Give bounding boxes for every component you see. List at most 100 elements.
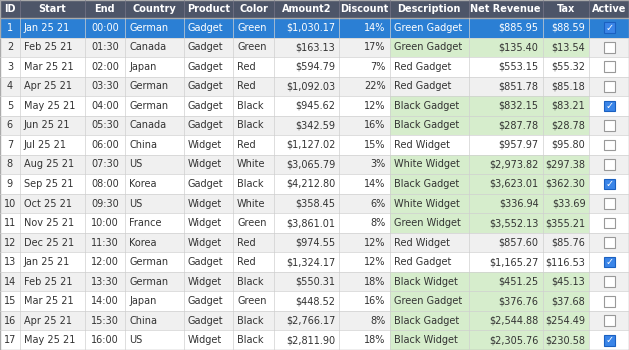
Bar bbox=[543, 330, 589, 350]
Text: Red Gadget: Red Gadget bbox=[394, 257, 451, 267]
Text: $885.95: $885.95 bbox=[499, 23, 538, 33]
Text: Red: Red bbox=[237, 257, 255, 267]
Text: 14:00: 14:00 bbox=[91, 296, 119, 306]
Text: Mar 25 21: Mar 25 21 bbox=[24, 62, 74, 72]
Text: $550.31: $550.31 bbox=[295, 276, 335, 287]
Text: Product: Product bbox=[187, 4, 230, 14]
Bar bbox=[0, 57, 629, 77]
Text: 7: 7 bbox=[7, 140, 13, 150]
Text: Apr 25 21: Apr 25 21 bbox=[24, 316, 72, 326]
Text: 6: 6 bbox=[7, 120, 13, 131]
Bar bbox=[469, 174, 543, 194]
Text: German: German bbox=[129, 101, 168, 111]
Text: End: End bbox=[94, 4, 115, 14]
Text: Green Gadget: Green Gadget bbox=[394, 296, 462, 306]
Text: Green Gadget: Green Gadget bbox=[394, 23, 462, 33]
Text: Korea: Korea bbox=[129, 179, 157, 189]
Text: White Widget: White Widget bbox=[394, 160, 460, 169]
Text: Description: Description bbox=[398, 4, 461, 14]
Bar bbox=[0, 37, 629, 57]
Text: $3,861.01: $3,861.01 bbox=[286, 218, 335, 228]
Text: Start: Start bbox=[38, 4, 66, 14]
Bar bbox=[0, 311, 629, 330]
Text: China: China bbox=[129, 140, 157, 150]
Text: 15: 15 bbox=[4, 296, 16, 306]
Text: 06:00: 06:00 bbox=[91, 140, 119, 150]
Text: US: US bbox=[129, 198, 142, 209]
Text: Green: Green bbox=[237, 296, 267, 306]
Text: Jul 25 21: Jul 25 21 bbox=[24, 140, 67, 150]
Bar bbox=[389, 37, 469, 57]
Text: Red Gadget: Red Gadget bbox=[394, 62, 451, 72]
Text: 4: 4 bbox=[7, 81, 13, 91]
Text: 08:00: 08:00 bbox=[91, 179, 119, 189]
Bar bbox=[0, 0, 629, 18]
Bar bbox=[543, 194, 589, 213]
Text: $857.60: $857.60 bbox=[499, 238, 538, 247]
Text: 15:30: 15:30 bbox=[91, 316, 119, 326]
Text: 16:00: 16:00 bbox=[91, 335, 119, 345]
Text: $163.13: $163.13 bbox=[296, 42, 335, 52]
Text: Black Gadget: Black Gadget bbox=[394, 316, 459, 326]
Text: Tax: Tax bbox=[557, 4, 575, 14]
Text: $1,030.17: $1,030.17 bbox=[286, 23, 335, 33]
Text: 17: 17 bbox=[4, 335, 16, 345]
Bar bbox=[604, 237, 615, 248]
Text: 09:30: 09:30 bbox=[91, 198, 119, 209]
Text: Black: Black bbox=[237, 179, 264, 189]
Text: 01:30: 01:30 bbox=[91, 42, 119, 52]
Bar bbox=[604, 140, 615, 150]
Text: Gadget: Gadget bbox=[187, 101, 223, 111]
Text: Gadget: Gadget bbox=[187, 62, 223, 72]
Text: Green Gadget: Green Gadget bbox=[394, 42, 462, 52]
Text: Nov 25 21: Nov 25 21 bbox=[24, 218, 74, 228]
Text: Gadget: Gadget bbox=[187, 42, 223, 52]
Text: $2,973.82: $2,973.82 bbox=[489, 160, 538, 169]
Bar bbox=[604, 120, 615, 131]
Text: 3: 3 bbox=[7, 62, 13, 72]
Text: $1,092.03: $1,092.03 bbox=[286, 81, 335, 91]
Text: $1,324.17: $1,324.17 bbox=[286, 257, 335, 267]
Text: $28.78: $28.78 bbox=[552, 120, 586, 131]
Text: Widget: Widget bbox=[187, 335, 222, 345]
Bar bbox=[0, 252, 629, 272]
Text: Widget: Widget bbox=[187, 218, 222, 228]
Text: $4,212.80: $4,212.80 bbox=[286, 179, 335, 189]
Text: $45.13: $45.13 bbox=[552, 276, 586, 287]
Text: $287.78: $287.78 bbox=[499, 120, 538, 131]
Bar bbox=[543, 292, 589, 311]
Text: $594.79: $594.79 bbox=[295, 62, 335, 72]
Text: Black: Black bbox=[237, 335, 264, 345]
Text: $55.32: $55.32 bbox=[552, 62, 586, 72]
Text: $448.52: $448.52 bbox=[295, 296, 335, 306]
Text: German: German bbox=[129, 276, 168, 287]
Bar bbox=[604, 257, 615, 267]
Text: Gadget: Gadget bbox=[187, 257, 223, 267]
Bar bbox=[389, 213, 469, 233]
Text: Red: Red bbox=[237, 140, 255, 150]
Text: 05:30: 05:30 bbox=[91, 120, 119, 131]
Bar bbox=[389, 272, 469, 292]
Bar bbox=[469, 292, 543, 311]
Text: Black Gadget: Black Gadget bbox=[394, 120, 459, 131]
Text: 12%: 12% bbox=[364, 101, 386, 111]
Text: $3,623.01: $3,623.01 bbox=[489, 179, 538, 189]
Bar bbox=[469, 330, 543, 350]
Text: Jan 25 21: Jan 25 21 bbox=[24, 23, 70, 33]
Bar bbox=[469, 272, 543, 292]
Text: Net Revenue: Net Revenue bbox=[470, 4, 541, 14]
Text: Sep 25 21: Sep 25 21 bbox=[24, 179, 74, 189]
Text: Gadget: Gadget bbox=[187, 81, 223, 91]
Text: Red: Red bbox=[237, 62, 255, 72]
Bar bbox=[604, 100, 615, 111]
Text: Black Gadget: Black Gadget bbox=[394, 101, 459, 111]
Bar bbox=[543, 155, 589, 174]
Bar bbox=[604, 296, 615, 307]
Text: Widget: Widget bbox=[187, 276, 222, 287]
Text: Black: Black bbox=[237, 316, 264, 326]
Bar bbox=[389, 96, 469, 116]
Text: Active: Active bbox=[592, 4, 626, 14]
Bar bbox=[604, 81, 615, 92]
Bar bbox=[604, 335, 615, 345]
Bar bbox=[0, 96, 629, 116]
